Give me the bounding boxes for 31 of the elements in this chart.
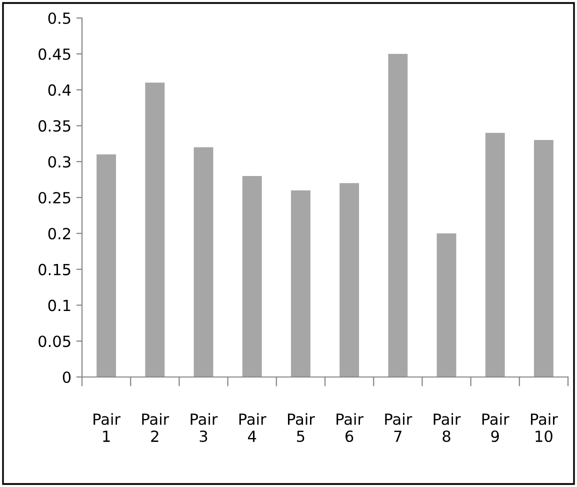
x-tick-label: Pair 8 [434, 413, 461, 442]
bar [485, 132, 505, 377]
bar [290, 190, 310, 377]
bar [534, 140, 554, 377]
y-tick-label: 0.15 [38, 264, 70, 276]
x-tick-label: Pair 3 [190, 413, 218, 442]
x-tick-label: Pair 2 [142, 413, 170, 442]
x-tick-label: Pair 9 [482, 413, 510, 442]
bar [96, 154, 116, 377]
x-tick-label: Pair 4 [239, 413, 266, 442]
y-tick-label: 0.3 [48, 156, 70, 168]
y-tick-label: 0 [62, 371, 71, 384]
x-tick-label: Pair 5 [288, 413, 315, 442]
bar [340, 183, 360, 377]
y-tick-label: 0.05 [38, 336, 70, 348]
x-tick-label: Pair 6 [336, 413, 364, 442]
y-tick-label: 0.5 [48, 12, 70, 24]
y-tick-label: 0.2 [48, 228, 70, 240]
x-tick-label: Pair 7 [385, 413, 412, 442]
bar [436, 233, 456, 377]
bar [194, 147, 214, 377]
x-tick-label: Pair 1 [94, 413, 121, 442]
bar [242, 176, 262, 377]
bar [145, 82, 165, 377]
bar [388, 54, 408, 377]
y-tick-label: 0.4 [48, 84, 71, 96]
y-tick-label: 0.25 [38, 192, 70, 204]
y-tick-label: 0.45 [38, 48, 70, 60]
x-tick-label: Pair 10 [530, 413, 558, 442]
y-tick-label: 0.1 [48, 300, 70, 312]
y-tick-label: 0.35 [38, 120, 70, 132]
